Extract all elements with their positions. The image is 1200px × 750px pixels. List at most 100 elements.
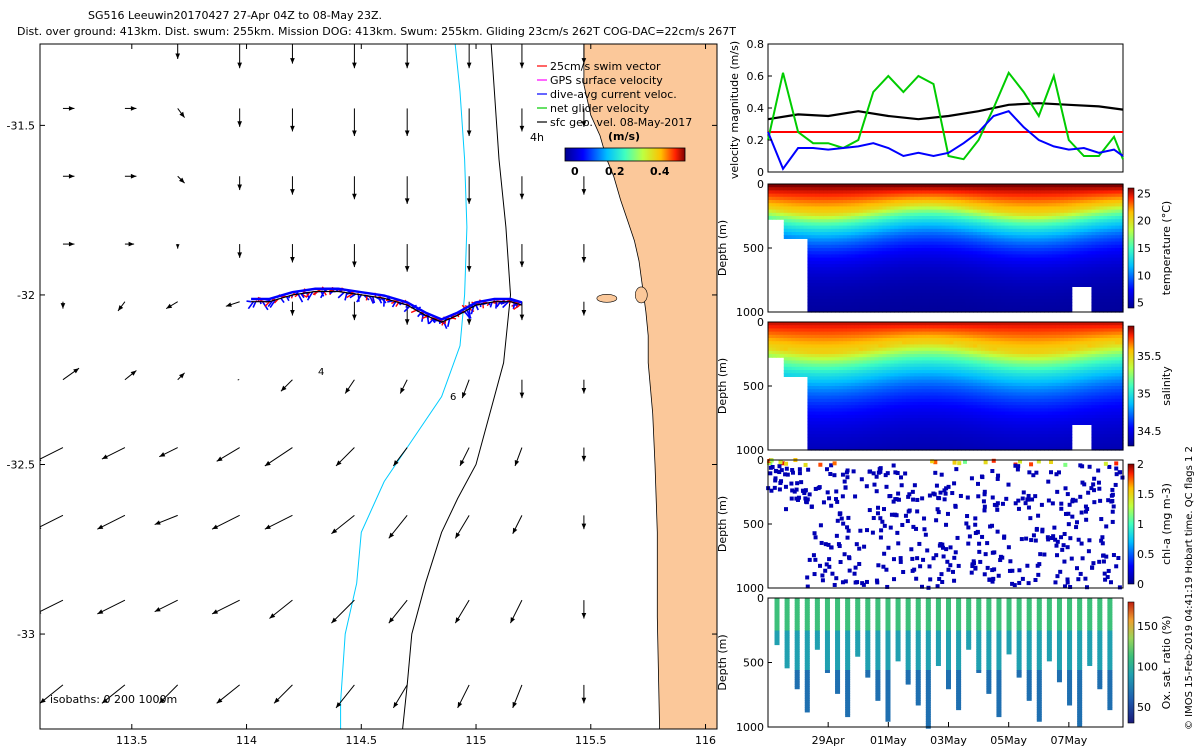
temperature-cell [1079, 200, 1085, 204]
temperature-cell [1059, 187, 1065, 191]
temperature-cell [965, 289, 970, 294]
temperature-cell [1091, 225, 1096, 230]
temperature-cell [819, 273, 824, 278]
salinity-cell [870, 392, 876, 397]
salinity-cell [831, 350, 836, 355]
temperature-cell [949, 273, 954, 278]
temperature-cell [819, 209, 824, 214]
temperature-cell [1036, 302, 1041, 307]
dac-vector [428, 318, 435, 325]
temperature-cell [1036, 283, 1041, 287]
temperature-cell [835, 244, 840, 249]
temperature-cell [925, 296, 931, 300]
temperature-cell [957, 193, 962, 198]
temperature-cell [988, 200, 994, 204]
temperature-cell [1032, 254, 1037, 259]
temperature-cell [1055, 260, 1061, 265]
temperature-cell [839, 244, 844, 249]
temperature-cell [1048, 225, 1053, 230]
temperature-cell [1000, 219, 1006, 223]
salinity-cell [890, 430, 895, 435]
temperature-cell [981, 200, 986, 204]
temperature-cell [981, 222, 986, 227]
salinity-cell [846, 434, 852, 438]
temperature-cell [831, 184, 836, 188]
salinity-cell [803, 363, 809, 368]
temperature-cell [886, 302, 891, 307]
temperature-cell [835, 270, 840, 275]
temperature-cell [1000, 283, 1006, 287]
temperature-cell [1063, 308, 1069, 313]
salinity-cell [902, 424, 907, 429]
salinity-cell [799, 322, 805, 326]
temperature-cell [1083, 206, 1089, 211]
temperature-cell [827, 232, 832, 236]
temperature-cell [1119, 292, 1124, 297]
temperature-cell [965, 308, 970, 313]
temperature-cell [1024, 276, 1029, 281]
temperature-cell [917, 264, 923, 268]
temperature-cell [866, 235, 872, 239]
temperature-cell [953, 289, 958, 294]
salinity-cell [882, 334, 887, 339]
salinity-cell [862, 405, 868, 409]
salinity-cell [811, 331, 816, 336]
temperature-cell [1071, 212, 1077, 217]
temperature-cell [1044, 228, 1049, 233]
temperature-ytick-label: 1000 [736, 306, 764, 319]
salinity-cell [823, 366, 828, 371]
geo-vector-head [581, 455, 587, 462]
temperature-cell [1008, 196, 1014, 201]
temperature-cell [1115, 187, 1120, 191]
temperature-cell [1107, 248, 1112, 252]
salinity-cell [866, 376, 872, 381]
temperature-cell [846, 196, 852, 201]
salinity-cell [807, 434, 812, 438]
temperature-cell [787, 196, 793, 201]
temperature-cell [1044, 280, 1049, 284]
salinity-cell [846, 376, 852, 381]
salinity-cell [902, 325, 907, 329]
temperature-cell [858, 225, 864, 230]
temperature-cell [807, 241, 812, 246]
temperature-cell [1000, 276, 1006, 281]
geo-vector-head [101, 698, 108, 704]
temperature-cell [811, 254, 816, 259]
temperature-cell [839, 264, 844, 268]
temperature-cell [1016, 209, 1022, 214]
temperature-cell [973, 206, 978, 211]
temperature-cell [1091, 212, 1096, 217]
temperature-cell [984, 206, 990, 211]
temperature-cell [862, 206, 868, 211]
temperature-cell [977, 286, 982, 291]
temperature-cell [1016, 187, 1022, 191]
temperature-cell [835, 190, 840, 195]
geo-vector-head [212, 609, 219, 614]
temperature-cell [1000, 296, 1006, 300]
temperature-cell [1111, 206, 1116, 211]
temperature-cell [925, 187, 931, 191]
geo-vector-head [237, 121, 242, 127]
temperature-cell [1091, 244, 1096, 249]
temperature-cell [870, 251, 876, 255]
temperature-cell [1095, 286, 1100, 291]
salinity-cell [807, 360, 812, 365]
temperature-cell [1055, 305, 1061, 310]
salinity-cell [842, 350, 848, 355]
geo-vector-head [519, 392, 525, 399]
geo-vector-head [388, 617, 395, 624]
temperature-cell [783, 193, 789, 198]
temperature-cell [941, 305, 947, 310]
temperature-cell [1012, 225, 1018, 230]
temperature-cell [1067, 187, 1073, 191]
temperature-cell [1115, 203, 1120, 207]
temperature-cell [1107, 299, 1112, 303]
temperature-cell [858, 228, 864, 233]
salinity-cell [866, 370, 872, 374]
temperature-cell [823, 209, 828, 214]
temperature-cell [1075, 241, 1081, 246]
temperature-cell [1008, 200, 1014, 204]
temperature-cell [842, 302, 848, 307]
temperature-cell [981, 225, 986, 230]
temperature-cell [1052, 244, 1057, 249]
